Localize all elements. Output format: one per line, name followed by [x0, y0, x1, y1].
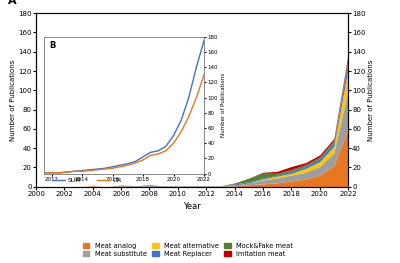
Y-axis label: Number of Publications: Number of Publications — [10, 59, 16, 141]
Legend: Meat analog, Meat substitute, Meat alternative, Meat Replacer, Mock&Fake meat, I: Meat analog, Meat substitute, Meat alter… — [80, 240, 296, 260]
Text: OR: OR — [112, 178, 122, 183]
Y-axis label: Number of Publications: Number of Publications — [368, 59, 374, 141]
X-axis label: Year: Year — [183, 203, 201, 211]
Text: B: B — [49, 41, 55, 50]
Text: A: A — [8, 0, 16, 6]
Text: SUM: SUM — [68, 178, 82, 183]
Y-axis label: Number of Publications: Number of Publications — [221, 73, 226, 137]
